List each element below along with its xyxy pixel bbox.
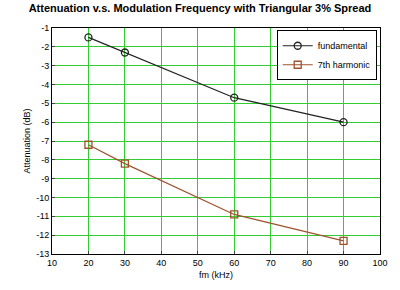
svg-text:-2: -2 bbox=[41, 42, 49, 52]
svg-text:Attenuation v.s. Modulation Fr: Attenuation v.s. Modulation Frequency wi… bbox=[29, 2, 372, 14]
svg-text:-12: -12 bbox=[36, 230, 49, 240]
svg-text:10: 10 bbox=[47, 258, 57, 268]
svg-text:90: 90 bbox=[339, 258, 349, 268]
svg-text:100: 100 bbox=[372, 258, 387, 268]
svg-text:fm (kHz): fm (kHz) bbox=[199, 270, 233, 280]
svg-text:50: 50 bbox=[193, 258, 203, 268]
svg-text:-13: -13 bbox=[36, 249, 49, 259]
svg-text:-10: -10 bbox=[36, 193, 49, 203]
svg-text:-4: -4 bbox=[41, 80, 49, 90]
svg-text:80: 80 bbox=[302, 258, 312, 268]
svg-text:-7: -7 bbox=[41, 136, 49, 146]
svg-text:-1: -1 bbox=[41, 23, 49, 33]
svg-text:70: 70 bbox=[266, 258, 276, 268]
svg-text:Attenuation (dB): Attenuation (dB) bbox=[22, 108, 32, 173]
svg-text:60: 60 bbox=[229, 258, 239, 268]
svg-text:-5: -5 bbox=[41, 98, 49, 108]
svg-text:-6: -6 bbox=[41, 117, 49, 127]
svg-text:-9: -9 bbox=[41, 174, 49, 184]
svg-text:40: 40 bbox=[156, 258, 166, 268]
svg-text:fundamental: fundamental bbox=[318, 41, 368, 51]
svg-text:20: 20 bbox=[83, 258, 93, 268]
svg-text:-11: -11 bbox=[37, 211, 49, 221]
svg-text:30: 30 bbox=[120, 258, 130, 268]
svg-text:-8: -8 bbox=[41, 155, 49, 165]
svg-text:7th harmonic: 7th harmonic bbox=[318, 60, 371, 70]
svg-text:-3: -3 bbox=[41, 61, 49, 71]
